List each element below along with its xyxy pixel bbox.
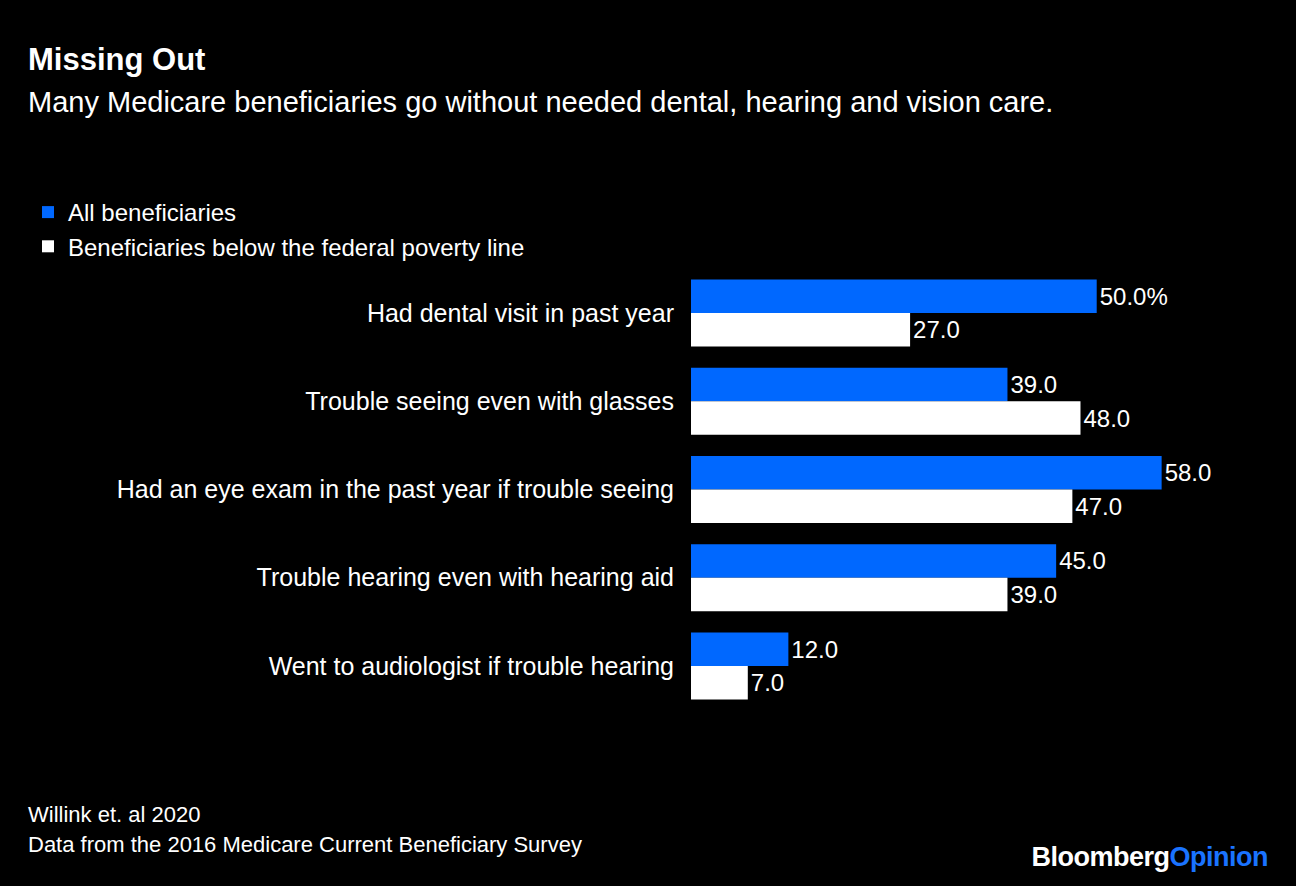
svg-text:All beneficiaries: All beneficiaries	[68, 199, 236, 226]
html-text:Willink et. al 2020: Willink et. al 2020	[28, 802, 201, 827]
svg-text:39.0: 39.0	[1010, 371, 1057, 398]
svg-text:Beneficiaries below the federa: Beneficiaries below the federal poverty …	[68, 234, 524, 261]
svg-text:Trouble hearing even with hear: Trouble hearing even with hearing aid	[257, 563, 674, 591]
html-text:Bloomberg Opinion: Bloomberg Opinion	[1031, 842, 1268, 872]
svg-text:12.0: 12.0	[791, 636, 838, 663]
svg-text:48.0: 48.0	[1083, 405, 1130, 432]
html-text:Many Medicare beneficiaries go: Many Medicare beneficiaries go without n…	[28, 86, 1054, 118]
svg-text:50.0%: 50.0%	[1100, 283, 1168, 310]
svg-text:Trouble seeing even with glass: Trouble seeing even with glasses	[305, 387, 674, 415]
svg-text:39.0: 39.0	[1010, 581, 1057, 608]
svg-text:Had dental visit in past year: Had dental visit in past year	[367, 299, 674, 327]
svg-text:7.0: 7.0	[751, 669, 784, 696]
svg-text:Had an eye exam in the past ye: Had an eye exam in the past year if trou…	[117, 475, 674, 503]
html-text:Data from the 2016 Medicare Cu: Data from the 2016 Medicare Current Bene…	[28, 832, 582, 857]
svg-text:45.0: 45.0	[1059, 547, 1106, 574]
svg-text:58.0: 58.0	[1165, 459, 1212, 486]
svg-text:Went to audiologist if trouble: Went to audiologist if trouble hearing	[269, 652, 674, 680]
svg-text:47.0: 47.0	[1075, 493, 1122, 520]
html-text:Missing Out: Missing Out	[28, 42, 206, 77]
svg-text:27.0: 27.0	[913, 316, 960, 343]
